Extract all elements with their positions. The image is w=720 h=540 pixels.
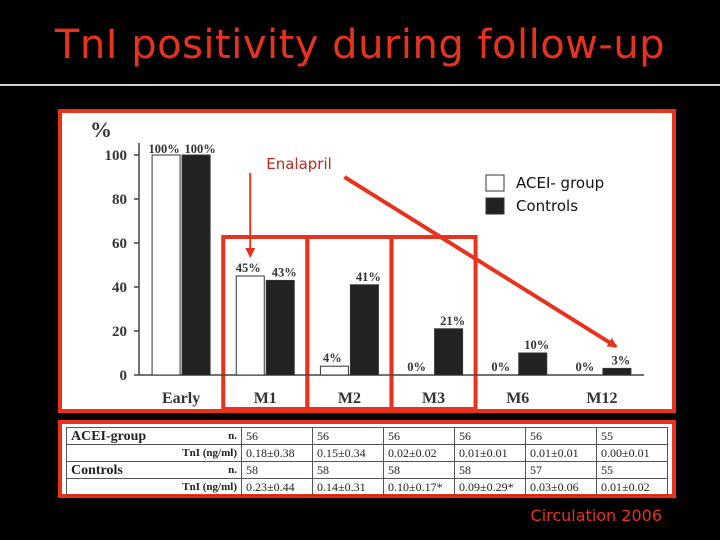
x-tick-label: Early: [162, 390, 200, 407]
table-cell: 56: [454, 427, 526, 445]
bar-acei-m2: [319, 365, 349, 376]
table-group-name: Controls: [66, 461, 167, 479]
bar-controls-early: [181, 154, 211, 376]
legend-entry-acei: ACEI- group: [516, 174, 604, 192]
x-tick-label: M1: [254, 390, 277, 407]
table-row-controls-n: Controls n. 58 58 58 58 57 55: [66, 461, 668, 479]
table-row-acei-group-tni: TnI (ng/ml) 0.18±0.38 0.15±0.34 0.02±0.02 0.…: [66, 444, 668, 462]
enalapril-annotation: Enalapril: [266, 155, 332, 173]
data-label: 41%: [356, 270, 381, 284]
table-blank-cell: [66, 444, 167, 462]
follow-up-table-panel: ACEI-group n. 56 56 56 56 56 55 TnI (ng/ml) 0.18±…: [58, 420, 676, 498]
x-tick-label: M3: [422, 390, 445, 407]
table-cell: 0.01±0.01: [454, 444, 526, 462]
table-tni-label: TnI (ng/ml): [166, 478, 243, 496]
table-n-label: n.: [166, 427, 243, 445]
legend-entry-controls: Controls: [516, 197, 578, 215]
data-label: 0%: [491, 360, 510, 374]
table-cell: 56: [312, 427, 384, 445]
bar-acei-m1: [235, 275, 265, 376]
table-cell: 0.00±0.01: [596, 444, 668, 462]
data-label: 100%: [184, 142, 215, 156]
chart-panel: % 0 20 40 60 80 100 100% 100% Early 45% 43% M1 4% 41%…: [58, 109, 676, 413]
y-tick-label: 20: [112, 324, 127, 340]
table-cell: 56: [525, 427, 597, 445]
data-label: 0%: [407, 360, 426, 374]
legend-swatch-controls: [485, 197, 505, 215]
table-cell: 0.01±0.01: [525, 444, 597, 462]
table-cell: 55: [596, 461, 668, 479]
table-cell: 0.01±0.02: [596, 478, 668, 496]
y-tick-label: 0: [120, 368, 128, 384]
table-cell: 0.23±0.44: [241, 478, 313, 496]
data-label: 45%: [236, 261, 261, 275]
table-row-acei-group-n: ACEI-group n. 56 56 56 56 56 55: [66, 427, 668, 445]
bar-chart: % 0 20 40 60 80 100 100% 100% Early 45% 43% M1 4% 41%…: [90, 117, 644, 409]
source-citation: Circulation 2006: [530, 506, 662, 525]
table-cell: 58: [241, 461, 313, 479]
table-cell: 57: [525, 461, 597, 479]
highlight-box-m3: [389, 235, 478, 409]
table-group-name: ACEI-group: [66, 427, 167, 445]
y-tick-label: 40: [112, 280, 127, 296]
table-cell: 0.02±0.02: [383, 444, 455, 462]
table-cell: 0.18±0.38: [241, 444, 313, 462]
x-tick-label: M2: [338, 390, 361, 407]
data-label: 43%: [272, 265, 297, 279]
table-cell: 55: [596, 427, 668, 445]
table-n-label: n.: [166, 461, 243, 479]
data-label: 0%: [576, 360, 595, 374]
data-label: 4%: [323, 351, 342, 365]
data-label: 100%: [148, 142, 179, 156]
data-label: 10%: [524, 338, 549, 352]
table-cell: 0.10±0.17*: [383, 478, 455, 496]
bar-acei-early: [151, 154, 181, 376]
table-cell: 58: [383, 461, 455, 479]
title-divider: [0, 84, 720, 86]
table-blank-cell: [66, 478, 167, 496]
data-label: 3%: [612, 353, 631, 367]
trend-arrow: [343, 175, 618, 349]
data-label: 21%: [440, 314, 465, 328]
table-row-controls-tni: TnI (ng/ml) 0.23±0.44 0.14±0.31 0.10±0.17* 0…: [66, 478, 668, 496]
bar-controls-m3: [434, 328, 464, 376]
table-cell: 0.09±0.29*: [454, 478, 526, 496]
table-cell: 58: [312, 461, 384, 479]
x-tick-label: M6: [506, 390, 529, 407]
table-cell: 58: [454, 461, 526, 479]
x-tick-label: M12: [586, 390, 617, 407]
bar-controls-m2: [349, 284, 379, 376]
table-cell: 0.15±0.34: [312, 444, 384, 462]
table-cell: 0.14±0.31: [312, 478, 384, 496]
bar-controls-m6: [518, 352, 548, 376]
slide-title: TnI positivity during follow-up: [54, 22, 666, 68]
bar-controls-m1: [265, 279, 295, 376]
follow-up-table: ACEI-group n. 56 56 56 56 56 55 TnI (ng/ml) 0.18±…: [66, 427, 668, 496]
y-tick-label: 60: [112, 236, 127, 252]
legend-swatch-acei: [485, 174, 505, 192]
table-cell: 56: [383, 427, 455, 445]
y-tick-label: 100: [105, 148, 128, 164]
table-tni-label: TnI (ng/ml): [166, 444, 243, 462]
y-axis-label: %: [90, 117, 112, 142]
y-tick-label: 80: [112, 192, 127, 208]
table-cell: 0.03±0.06: [525, 478, 597, 496]
bar-controls-m12: [602, 367, 632, 376]
table-cell: 56: [241, 427, 313, 445]
